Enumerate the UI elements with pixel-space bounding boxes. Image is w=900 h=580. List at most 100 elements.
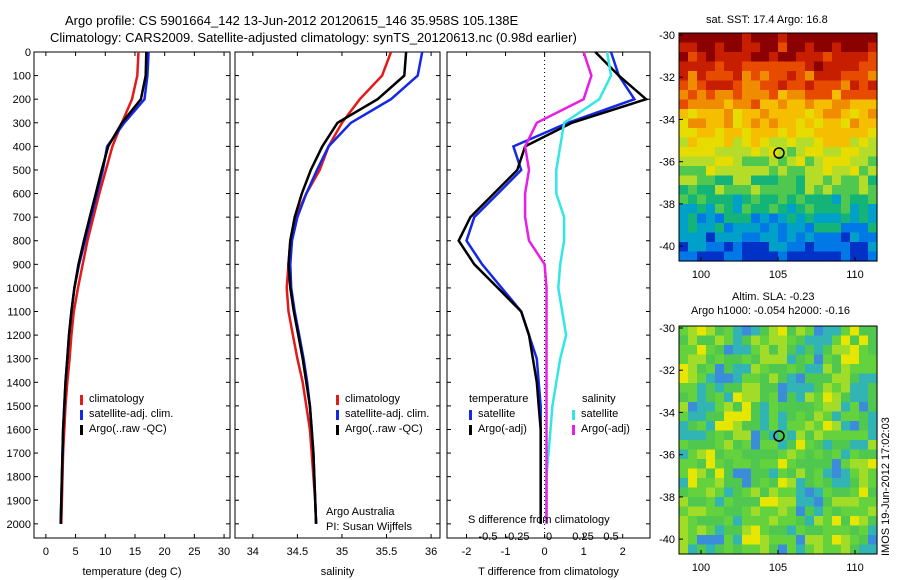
- map-cell: [724, 156, 734, 167]
- map-cell: [796, 345, 806, 356]
- map-cell: [706, 364, 716, 375]
- map-cell: [760, 392, 770, 403]
- map-cell: [805, 52, 815, 63]
- map-cell: [859, 402, 869, 413]
- map-cell: [733, 383, 743, 394]
- map-cell: [841, 326, 851, 337]
- map-cell: [814, 232, 824, 243]
- map-cell: [706, 516, 716, 527]
- depth-tick-label: 400: [13, 141, 31, 153]
- map-cell: [715, 326, 725, 337]
- map-cell: [841, 487, 851, 498]
- map-cell: [868, 392, 878, 403]
- map-cell: [679, 440, 689, 451]
- legend-argo: Argo(..raw -QC): [345, 423, 423, 435]
- map-cell: [805, 166, 815, 177]
- map-cell: [724, 430, 734, 441]
- map-cell: [787, 468, 797, 479]
- map-cell: [859, 373, 869, 384]
- title-line-1: Argo profile: CS 5901664_142 13-Jun-2012…: [65, 13, 519, 28]
- map-cell: [751, 497, 761, 508]
- map-cell: [715, 478, 725, 489]
- map-cell: [688, 175, 698, 186]
- map-cell: [760, 90, 770, 101]
- map-cell: [706, 232, 716, 243]
- imos-footer: IMOS 19-Jun-2012 17:02:03: [880, 417, 892, 556]
- map-cell: [715, 487, 725, 498]
- map-cell: [742, 383, 752, 394]
- map-cell: [769, 52, 779, 63]
- map-cell: [679, 137, 689, 148]
- map-cell: [715, 99, 725, 110]
- map-cell: [760, 251, 770, 262]
- sal-diff-tick-label: -0.25: [504, 531, 529, 543]
- salinity-xtick-label: 35.5: [376, 546, 397, 558]
- map-cell: [751, 326, 761, 337]
- map-cell: [787, 71, 797, 82]
- map-cell: [787, 440, 797, 451]
- map-cell: [742, 71, 752, 82]
- map-cell: [823, 194, 833, 205]
- map-cell: [859, 544, 869, 555]
- map-cell: [805, 402, 815, 413]
- map-cell: [751, 440, 761, 451]
- map-cell: [868, 345, 878, 356]
- title-line-2: Climatology: CARS2009. Satellite-adjuste…: [50, 30, 577, 45]
- map-cell: [679, 497, 689, 508]
- map-cell: [823, 506, 833, 517]
- map-cell: [688, 392, 698, 403]
- map-cell: [850, 185, 860, 196]
- map-cell: [868, 156, 878, 167]
- map-cell: [760, 71, 770, 82]
- depth-tick-label: 300: [13, 118, 31, 130]
- map-cell: [787, 497, 797, 508]
- depth-tick-label: 0: [25, 47, 31, 59]
- map-cell: [823, 128, 833, 139]
- map-cell: [796, 128, 806, 139]
- map-cell: [832, 232, 842, 243]
- map-cell: [724, 194, 734, 205]
- map-cell: [859, 213, 869, 224]
- map-cell: [742, 345, 752, 356]
- map-cell: [679, 544, 689, 555]
- map-cell: [724, 52, 734, 63]
- map-cell: [832, 487, 842, 498]
- map-cell: [697, 213, 707, 224]
- map-cell: [796, 99, 806, 110]
- map-cell: [778, 99, 788, 110]
- map-ytick-label: -38: [659, 492, 675, 504]
- map-cell: [769, 90, 779, 101]
- map-cell: [805, 497, 815, 508]
- map-cell: [859, 440, 869, 451]
- map-cell: [715, 128, 725, 139]
- map-cell: [751, 430, 761, 441]
- map-cell: [715, 516, 725, 527]
- map-cell: [832, 166, 842, 177]
- map-cell: [787, 516, 797, 527]
- map-cell: [697, 232, 707, 243]
- map-cell: [778, 326, 788, 337]
- map-cell: [769, 185, 779, 196]
- map-cell: [832, 33, 842, 44]
- difference-xtick-label: -1: [501, 546, 511, 558]
- map-xtick-label: 100: [692, 562, 710, 574]
- map-cell: [760, 506, 770, 517]
- map-xtick-label: 105: [769, 269, 787, 281]
- map-cell: [733, 128, 743, 139]
- map-cell: [823, 223, 833, 234]
- map-cell: [742, 232, 752, 243]
- map-cell: [823, 440, 833, 451]
- map-cell: [850, 373, 860, 384]
- map-cell: [679, 109, 689, 120]
- map-cell: [769, 440, 779, 451]
- map-cell: [778, 90, 788, 101]
- map-cell: [841, 392, 851, 403]
- map-cell: [760, 468, 770, 479]
- map-cell: [679, 345, 689, 356]
- map-cell: [715, 137, 725, 148]
- map-cell: [859, 345, 869, 356]
- map-cell: [715, 335, 725, 346]
- legend-satellite: satellite-adj. clim.: [89, 408, 174, 420]
- map-cell: [751, 204, 761, 215]
- map-cell: [733, 392, 743, 403]
